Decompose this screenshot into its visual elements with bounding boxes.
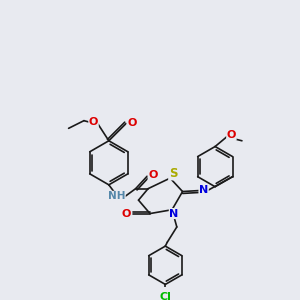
Text: Cl: Cl: [159, 292, 171, 300]
Text: O: O: [122, 208, 131, 219]
Text: O: O: [89, 117, 98, 127]
Text: O: O: [148, 170, 158, 180]
Text: N: N: [169, 208, 178, 219]
Text: O: O: [127, 118, 136, 128]
Text: N: N: [199, 184, 208, 195]
Text: NH: NH: [108, 191, 125, 201]
Text: O: O: [227, 130, 236, 140]
Text: S: S: [169, 167, 177, 180]
